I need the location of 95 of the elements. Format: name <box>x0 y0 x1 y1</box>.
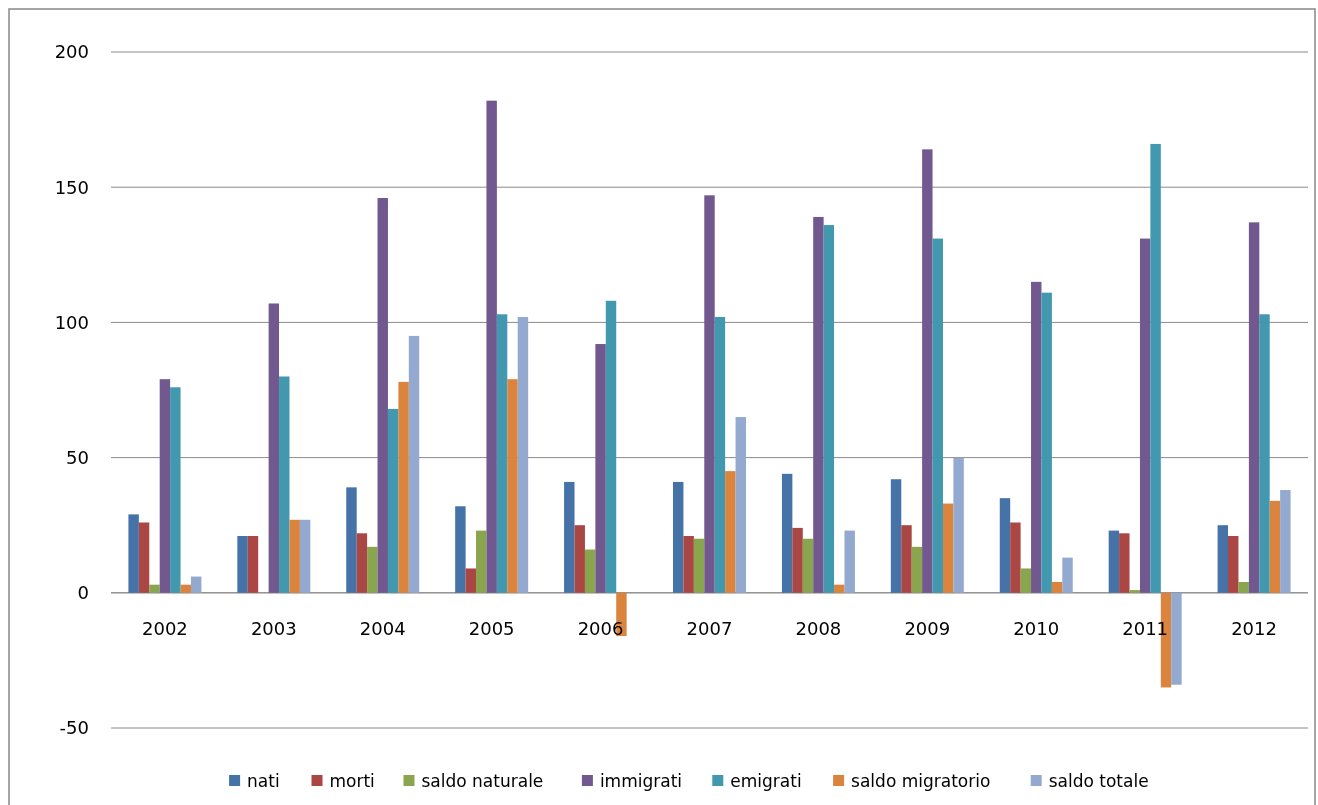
bar <box>465 568 477 593</box>
bar <box>237 536 248 593</box>
bar <box>180 584 191 593</box>
bar <box>911 546 923 593</box>
bar <box>149 584 160 593</box>
bar <box>890 479 902 593</box>
y-tick-label: 0 <box>77 582 89 604</box>
bar <box>704 195 715 593</box>
bar <box>1259 314 1270 593</box>
bar <box>299 519 311 593</box>
bar <box>932 238 943 593</box>
bar <box>781 473 793 593</box>
y-tick-label: -50 <box>59 717 89 739</box>
bar <box>1062 557 1073 593</box>
bar <box>1269 500 1281 593</box>
bar <box>714 316 726 593</box>
bar <box>834 584 845 593</box>
bar <box>170 387 181 593</box>
bar <box>1041 292 1052 593</box>
bar <box>247 536 259 593</box>
bar <box>346 487 357 593</box>
bar <box>1129 590 1140 593</box>
bar <box>1248 222 1260 593</box>
bar <box>725 471 736 593</box>
legend-label: emigrati <box>730 770 802 791</box>
x-tick-label: 2002 <box>142 617 188 639</box>
bar <box>496 314 508 593</box>
x-tick-label: 2008 <box>795 617 842 639</box>
bar <box>1119 533 1130 593</box>
x-tick-label: 2004 <box>359 617 406 639</box>
bar <box>1228 536 1239 593</box>
legend-label: saldo naturale <box>421 770 544 791</box>
bar <box>953 457 964 593</box>
x-tick-label: 2003 <box>250 617 297 639</box>
bar <box>802 538 814 593</box>
bar <box>942 503 954 593</box>
bar <box>1150 143 1161 593</box>
bar <box>1238 581 1249 593</box>
bar <box>683 536 694 593</box>
bar <box>387 408 399 593</box>
bar <box>1031 281 1042 593</box>
legend-label: immigrati <box>599 770 683 791</box>
bar <box>507 379 518 593</box>
legend-label: saldo totale <box>1048 770 1149 791</box>
bar <box>455 506 466 593</box>
legend-label: saldo migratorio <box>851 770 991 791</box>
bar <box>735 417 746 593</box>
x-tick-label: 2009 <box>904 617 951 639</box>
bar <box>1010 522 1021 593</box>
bar <box>844 530 855 593</box>
bar <box>1051 581 1063 593</box>
legend-label: morti <box>329 770 375 791</box>
bar <box>190 576 202 593</box>
x-tick-label: 2010 <box>1013 617 1060 639</box>
bar <box>792 527 803 593</box>
bar <box>377 198 388 593</box>
bar <box>279 376 290 593</box>
bar <box>1139 238 1151 593</box>
bar <box>268 303 280 593</box>
x-tick-label: 2005 <box>468 617 515 639</box>
y-tick-label: 150 <box>54 176 89 198</box>
bar <box>159 379 171 593</box>
bar <box>128 514 139 593</box>
bar <box>1217 525 1229 593</box>
bar <box>356 533 368 593</box>
bar <box>693 538 705 593</box>
x-tick-label: 2012 <box>1231 617 1277 639</box>
x-tick-label: 2007 <box>686 617 733 639</box>
bar <box>289 519 300 593</box>
y-tick-label: 100 <box>54 311 89 333</box>
bar <box>408 335 420 593</box>
bar <box>1171 592 1182 685</box>
bar <box>398 381 409 593</box>
bar <box>999 498 1011 593</box>
bar <box>517 316 529 593</box>
bar <box>138 522 150 593</box>
bar <box>584 549 596 593</box>
bar <box>1280 490 1291 593</box>
bar <box>605 300 617 593</box>
legend-label: nati <box>247 770 280 791</box>
bar <box>367 546 378 593</box>
bar <box>486 100 497 593</box>
bar <box>476 530 487 593</box>
bar <box>823 225 835 593</box>
y-tick-label: 50 <box>66 446 89 468</box>
y-tick-label: 200 <box>54 41 89 63</box>
bar <box>673 481 684 593</box>
bar <box>1020 568 1032 593</box>
bar <box>574 525 585 593</box>
bar <box>1108 530 1120 593</box>
bar <box>595 344 606 593</box>
bar <box>564 481 575 593</box>
bar <box>901 525 912 593</box>
bar <box>922 149 933 593</box>
bar <box>813 216 824 593</box>
